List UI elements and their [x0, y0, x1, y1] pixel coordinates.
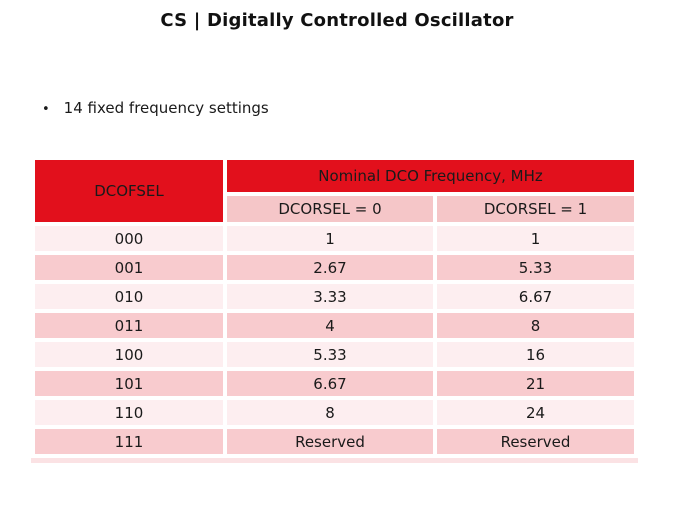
table-cell: Reserved — [227, 429, 433, 454]
table-row: 001 2.67 5.33 — [35, 255, 634, 280]
dco-frequency-table: DCOFSEL Nominal DCO Frequency, MHz DCORS… — [31, 156, 638, 463]
table-row: 011 4 8 — [35, 313, 634, 338]
table-cell: 3.33 — [227, 284, 433, 309]
table-row: 101 6.67 21 — [35, 371, 634, 396]
table-cell: 5.33 — [437, 255, 634, 280]
table-row: 100 5.33 16 — [35, 342, 634, 367]
table-cell: 24 — [437, 400, 634, 425]
column-header-dcorsel1: DCORSEL = 1 — [437, 196, 634, 222]
page-title: CS | Digitally Controlled Oscillator — [160, 10, 514, 31]
table-cell: 5.33 — [227, 342, 433, 367]
table-cell: 011 — [35, 313, 223, 338]
bullet-text: 14 fixed frequency settings — [63, 99, 269, 117]
table-cell: 100 — [35, 342, 223, 367]
table-cell: Reserved — [437, 429, 634, 454]
table-cell: 6.67 — [437, 284, 634, 309]
table-cell: 6.67 — [227, 371, 433, 396]
group-header-nominal-dco-frequency: Nominal DCO Frequency, MHz — [227, 160, 634, 192]
table-body: 000 1 1 001 2.67 5.33 010 3.33 6.67 011 … — [35, 226, 634, 454]
table-cell: 8 — [227, 400, 433, 425]
table-cell: 1 — [227, 226, 433, 251]
table-row: 010 3.33 6.67 — [35, 284, 634, 309]
bullet-icon: • — [42, 102, 50, 117]
table-cell: 001 — [35, 255, 223, 280]
table-row: 111 Reserved Reserved — [35, 429, 634, 454]
table-row: 110 8 24 — [35, 400, 634, 425]
header-row-sub: DCORSEL = 0 DCORSEL = 1 — [35, 196, 634, 222]
column-header-dcofsel: DCOFSEL — [35, 160, 223, 222]
table-cell: 8 — [437, 313, 634, 338]
bullet-item: • 14 fixed frequency settings — [42, 99, 269, 117]
table-cell: 110 — [35, 400, 223, 425]
column-header-dcorsel0: DCORSEL = 0 — [227, 196, 433, 222]
header-row-group: DCOFSEL Nominal DCO Frequency, MHz — [35, 160, 634, 222]
table-header: DCOFSEL Nominal DCO Frequency, MHz DCORS… — [35, 160, 634, 222]
table-row: 000 1 1 — [35, 226, 634, 251]
table-cell: 16 — [437, 342, 634, 367]
table-cell: 2.67 — [227, 255, 433, 280]
table-cell: 000 — [35, 226, 223, 251]
table-cell: 111 — [35, 429, 223, 454]
table-cell: 010 — [35, 284, 223, 309]
table-cell: 101 — [35, 371, 223, 396]
table-cell: 1 — [437, 226, 634, 251]
table-cell: 4 — [227, 313, 433, 338]
table-cell: 21 — [437, 371, 634, 396]
